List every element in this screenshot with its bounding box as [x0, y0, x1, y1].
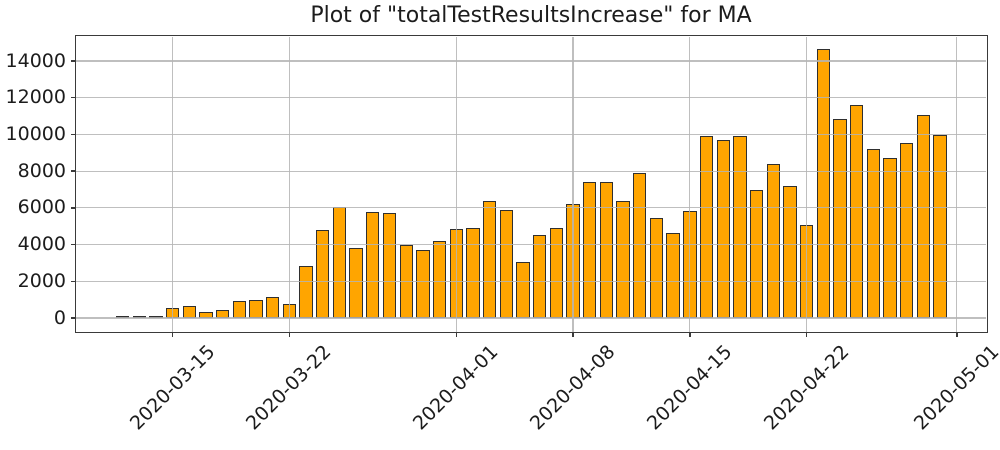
- x-tick-label: 2020-03-15: [125, 340, 220, 435]
- y-tick-label: 4000: [17, 233, 66, 256]
- bar-2020-03-20: [249, 299, 263, 318]
- y-tick-label: 8000: [17, 159, 66, 182]
- bar-2020-03-30: [416, 249, 430, 318]
- bar-2020-03-16: [182, 305, 196, 318]
- gridline-x-2020-03-22: [288, 36, 290, 332]
- bar-2020-04-14: [666, 233, 680, 318]
- bar-2020-04-03: [482, 200, 497, 318]
- x-tick-mark: [288, 331, 291, 337]
- gridline-x-2020-04-08: [572, 36, 574, 332]
- x-tick-label: 2020-04-08: [525, 340, 620, 435]
- bar-2020-03-28: [382, 212, 397, 318]
- gridline-y-12000: [76, 97, 986, 99]
- bar-2020-04-07: [549, 228, 564, 318]
- y-tick-label: 2000: [17, 269, 66, 292]
- y-tick-label: 6000: [17, 196, 66, 219]
- bar-2020-04-17: [716, 139, 730, 318]
- y-tick-label: 14000: [5, 49, 66, 72]
- gridline-y-8000: [76, 170, 986, 172]
- gridline-y-14000: [76, 60, 986, 62]
- bar-2020-04-02: [466, 228, 480, 318]
- gridline-x-2020-04-22: [806, 36, 808, 332]
- bar-2020-04-12: [633, 173, 647, 318]
- bar-2020-04-16: [699, 136, 714, 318]
- x-tick-label: 2020-04-22: [759, 340, 854, 435]
- bar-2020-04-06: [533, 235, 547, 318]
- bar-2020-04-11: [616, 200, 630, 318]
- gridline-x-2020-05-01: [956, 36, 958, 332]
- bar-2020-03-27: [366, 211, 380, 318]
- bar-2020-04-21: [783, 185, 797, 318]
- x-tick-mark: [689, 331, 691, 337]
- bar-2020-04-09: [583, 181, 597, 318]
- bar-2020-04-18: [733, 135, 747, 318]
- x-tick-label: 2020-03-22: [242, 340, 336, 435]
- bar-2020-03-25: [332, 206, 347, 318]
- y-tick-label: 10000: [5, 122, 66, 145]
- bar-2020-04-25: [850, 104, 864, 318]
- gridline-x-2020-04-01: [455, 36, 457, 332]
- gridline-y-2000: [76, 280, 986, 282]
- gridline-x-2020-03-15: [172, 36, 174, 332]
- x-tick-mark: [805, 331, 808, 337]
- gridline-y-6000: [76, 207, 986, 209]
- gridline-y-4000: [76, 243, 986, 246]
- bar-2020-04-19: [749, 190, 764, 318]
- bar-2020-03-31: [432, 240, 447, 318]
- y-tick-mark: [70, 280, 76, 283]
- y-tick-mark: [70, 96, 76, 99]
- bar-2020-03-26: [349, 247, 363, 318]
- chart-title: Plot of "totalTestResultsIncrease" for M…: [310, 3, 752, 28]
- y-tick-mark: [70, 317, 76, 319]
- x-tick-label: 2020-05-01: [909, 340, 1000, 435]
- x-tick-mark: [956, 331, 958, 337]
- x-tick-label: 2020-04-15: [642, 340, 737, 435]
- bar-2020-04-27: [883, 158, 897, 318]
- y-tick-label: 12000: [5, 86, 66, 109]
- y-tick-mark: [70, 170, 76, 172]
- gridline-y-10000: [76, 133, 986, 136]
- bar-2020-04-30: [933, 134, 947, 318]
- bar-2020-03-23: [299, 265, 313, 318]
- x-tick-mark: [572, 331, 574, 337]
- bar-2020-03-19: [232, 301, 247, 318]
- y-tick-mark: [70, 207, 76, 209]
- bar-2020-04-20: [766, 164, 780, 318]
- bar-2020-04-05: [516, 261, 530, 318]
- x-tick-mark: [455, 331, 457, 337]
- bar-2020-04-04: [499, 210, 513, 318]
- bar-2020-04-29: [916, 115, 931, 318]
- y-tick-mark: [70, 243, 76, 246]
- bar-2020-04-28: [900, 142, 914, 318]
- gridline-y-0: [76, 317, 986, 319]
- bar-2020-04-10: [599, 181, 614, 318]
- gridline-x-2020-04-15: [689, 36, 691, 332]
- bar-2020-03-21: [266, 296, 280, 318]
- y-tick-mark: [70, 60, 76, 62]
- y-tick-label: 0: [53, 306, 66, 329]
- bar-2020-04-24: [833, 119, 847, 318]
- x-tick-label: 2020-04-01: [409, 340, 503, 435]
- x-tick-mark: [171, 331, 174, 337]
- bar-2020-04-13: [649, 218, 664, 318]
- bar-2020-04-26: [866, 149, 881, 318]
- bar-2020-04-23: [816, 49, 830, 318]
- y-tick-mark: [70, 133, 76, 136]
